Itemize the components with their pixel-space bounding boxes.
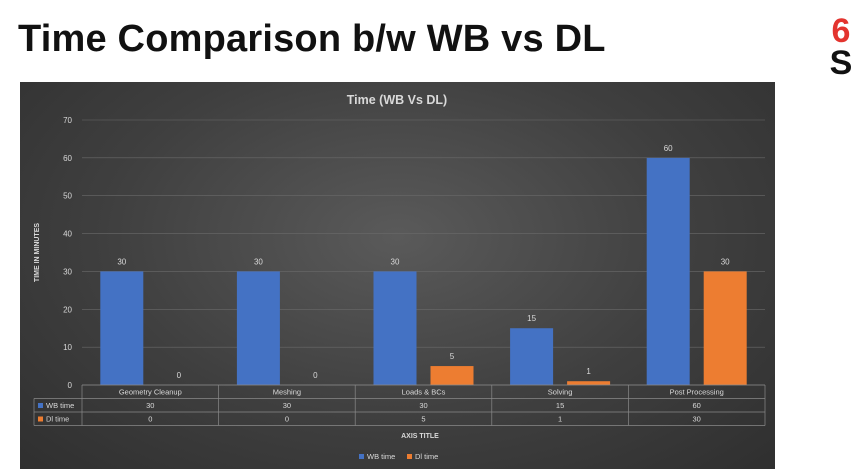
data-label-0-1: 30 (254, 257, 263, 266)
table-key-swatch-0 (38, 403, 43, 408)
y-tick-label-30: 30 (63, 267, 72, 276)
y-tick-label-20: 20 (63, 305, 72, 314)
y-tick-label-50: 50 (63, 192, 72, 201)
table-cell-0-2: 30 (419, 401, 427, 410)
data-label-1-4: 30 (721, 257, 730, 266)
category-label-0: Geometry Cleanup (119, 388, 182, 397)
table-cell-0-4: 60 (693, 401, 701, 410)
logo-bottom-glyph: S (830, 44, 853, 76)
bar-dl-time-4 (703, 271, 747, 385)
table-cell-0-0: 30 (146, 401, 154, 410)
table-key-swatch-1 (38, 416, 43, 422)
data-label-1-2: 5 (450, 352, 455, 361)
logo: 6 S (830, 12, 853, 76)
data-labels: 30 0 30 0 30 5 15 1 60 30 (117, 144, 730, 380)
legend-swatch-1 (407, 454, 412, 459)
chart-panel: Time (WB Vs DL) TIME IN MINUTES AXIS TIT… (20, 82, 775, 469)
bar-chart: Time (WB Vs DL) TIME IN MINUTES AXIS TIT… (33, 93, 766, 461)
y-tick-label-40: 40 (63, 230, 72, 239)
y-tick-label-70: 70 (63, 116, 72, 125)
table-cell-0-1: 30 (283, 401, 291, 410)
bar-wb-time-3 (510, 328, 554, 385)
category-label-4: Post Processing (670, 388, 724, 397)
slide-title: Time Comparison b/w WB vs DL (18, 18, 606, 60)
legend-label-1: Dl time (415, 452, 438, 461)
data-label-0-4: 60 (664, 144, 673, 153)
table-cell-0-3: 15 (556, 401, 564, 410)
legend-swatch-0 (359, 454, 364, 459)
y-axis-label: TIME IN MINUTES (34, 223, 41, 282)
data-label-1-3: 1 (586, 367, 591, 376)
bars (100, 157, 747, 385)
category-label-2: Loads & BCs (402, 388, 446, 397)
category-label-1: Meshing (273, 388, 301, 397)
bar-dl-time-2 (430, 366, 474, 385)
data-label-0-0: 30 (117, 257, 126, 266)
table-cell-1-3: 1 (558, 415, 562, 424)
table-cell-1-1: 0 (285, 415, 289, 424)
bar-wb-time-0 (100, 271, 144, 385)
table-cell-1-0: 0 (148, 415, 152, 424)
table-cell-1-2: 5 (421, 415, 425, 424)
data-label-0-2: 30 (391, 257, 400, 266)
chart-title: Time (WB Vs DL) (347, 93, 447, 107)
category-label-3: Solving (548, 388, 573, 397)
data-label-0-3: 15 (527, 314, 536, 323)
y-axis-ticks: 0 10 20 30 40 50 60 70 (63, 116, 72, 390)
bar-wb-time-4 (646, 157, 690, 385)
logo-top-glyph: 6 (832, 12, 851, 50)
data-label-1-0: 0 (177, 371, 182, 380)
bar-dl-time-3 (567, 381, 611, 385)
bar-wb-time-1 (236, 271, 280, 385)
x-axis-label: AXIS TITLE (401, 433, 439, 440)
table-cell-1-4: 30 (693, 415, 701, 424)
y-tick-label-60: 60 (63, 154, 72, 163)
legend-label-0: WB time (367, 452, 395, 461)
y-tick-label-0: 0 (68, 381, 73, 390)
table-series-name-0: WB time (46, 401, 74, 410)
y-tick-label-10: 10 (63, 343, 72, 352)
legend: WB time Dl time (359, 452, 438, 461)
data-label-1-1: 0 (313, 371, 318, 380)
table-series-name-1: Dl time (46, 415, 69, 424)
bar-wb-time-2 (373, 271, 417, 385)
data-table: Geometry Cleanup Meshing Loads & BCs Solvin… (33, 384, 766, 426)
